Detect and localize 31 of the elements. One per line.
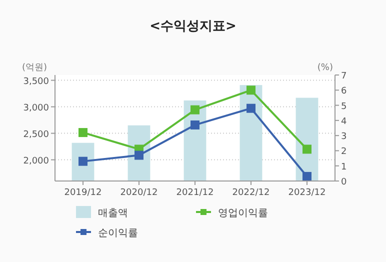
point <box>190 120 200 130</box>
legend-label: 매출액 <box>98 208 128 219</box>
x-tick-label: 2023/12 <box>288 188 326 198</box>
x-tick-label: 2022/12 <box>232 188 270 198</box>
y-axis-title: (억원) <box>22 63 48 73</box>
y2-tick-label: 4 <box>341 116 347 127</box>
y-tick-label: 3,000 <box>23 103 50 114</box>
point <box>78 128 88 138</box>
y2-tick-label: 1 <box>341 162 347 172</box>
y2-tick-label: 2 <box>341 147 347 158</box>
y-tick-label: 3,500 <box>23 76 50 87</box>
point <box>246 104 256 113</box>
legend-label: 영업이익률 <box>218 208 268 219</box>
y2-axis-title: (%) <box>317 63 333 73</box>
point <box>134 150 144 160</box>
legend-label: 순이익률 <box>98 228 138 239</box>
point <box>302 172 312 181</box>
point <box>302 144 312 154</box>
x-tick-label: 2021/12 <box>176 188 214 198</box>
y2-tick-label: 6 <box>341 86 347 97</box>
x-tick-label: 2019/12 <box>64 188 102 198</box>
y-tick-label: 2,500 <box>23 130 50 140</box>
y2-tick-label: 0 <box>341 178 347 188</box>
y2-tick-label: 3 <box>341 132 347 142</box>
point <box>190 105 200 114</box>
point <box>246 86 256 95</box>
y-tick-label: 2,000 <box>23 156 50 166</box>
y2-tick-label: 7 <box>341 72 347 82</box>
chart-title: <수익성지표> <box>150 19 236 34</box>
y2-tick-label: 5 <box>341 102 347 112</box>
x-tick-label: 2020/12 <box>120 188 158 198</box>
